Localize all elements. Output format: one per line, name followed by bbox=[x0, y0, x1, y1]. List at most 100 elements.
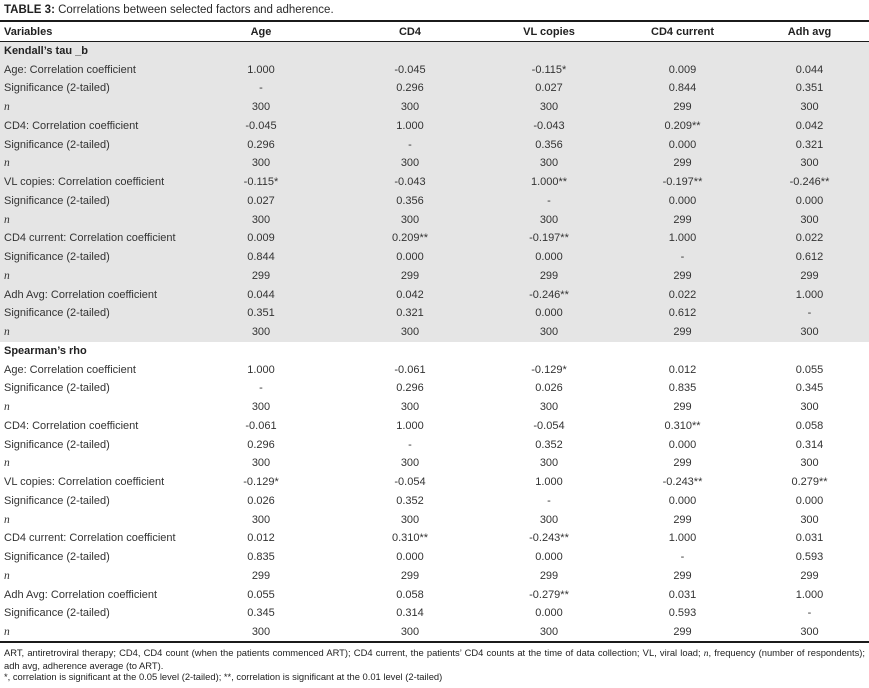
cell-value: 300 bbox=[400, 157, 420, 170]
table-row: Significance (2-tailed) 0.844 0.000 0.000 - 0… bbox=[0, 247, 869, 267]
footnote-abbreviations: ART, antiretroviral therapy; CD4, CD4 co… bbox=[4, 647, 865, 672]
cell-value: 0.000 bbox=[396, 251, 424, 264]
cell-value: 0.310** bbox=[664, 419, 701, 432]
cell-value: 0.593 bbox=[795, 551, 824, 564]
row-label: Significance (2-tailed) bbox=[4, 251, 110, 264]
row-label: CD4 current: Correlation coefficient bbox=[4, 232, 176, 245]
row-label: Significance (2-tailed) bbox=[4, 307, 110, 320]
cell-value: 300 bbox=[400, 625, 420, 638]
table-row: n 300 300 300 299 300 bbox=[0, 623, 869, 642]
cell-value: 300 bbox=[251, 625, 271, 638]
cell-value: 0.314 bbox=[795, 438, 824, 451]
cell-value: 0.042 bbox=[795, 119, 824, 132]
cell-value: 0.027 bbox=[535, 82, 563, 95]
cell-value: -0.246** bbox=[789, 176, 830, 189]
cell-value: 299 bbox=[400, 269, 420, 282]
cell-value: 299 bbox=[673, 401, 692, 414]
section-title: Kendall’s tau _b bbox=[4, 45, 88, 58]
cell-value: 299 bbox=[800, 269, 819, 282]
cell-value: 0.000 bbox=[668, 438, 697, 451]
cell-value: 300 bbox=[539, 326, 559, 339]
cell-value: 0.345 bbox=[247, 607, 275, 620]
cell-value: 1.000 bbox=[795, 288, 824, 301]
cell-value: 300 bbox=[400, 101, 420, 114]
cell-value: - bbox=[408, 438, 412, 451]
cell-value: 0.844 bbox=[668, 82, 697, 95]
row-label: Significance (2-tailed) bbox=[4, 138, 110, 151]
cell-value: 1.000 bbox=[247, 363, 275, 376]
cell-value: 0.835 bbox=[247, 551, 275, 564]
table-row: n 300 300 300 299 300 bbox=[0, 97, 869, 117]
cell-value: 0.009 bbox=[247, 232, 275, 245]
table-row: Significance (2-tailed) 0.026 0.352 - 0.000 0… bbox=[0, 492, 869, 511]
cell-value: -0.197** bbox=[662, 176, 703, 189]
table-row: Adh Avg: Correlation coefficient 0.055 0.0… bbox=[0, 585, 869, 604]
cell-value: 1.000 bbox=[668, 232, 697, 245]
cell-value: 300 bbox=[539, 625, 559, 638]
cell-value: 299 bbox=[673, 213, 692, 226]
cell-value: 300 bbox=[800, 513, 819, 526]
row-label: CD4: Correlation coefficient bbox=[4, 419, 139, 432]
row-label: VL copies: Correlation coefficient bbox=[4, 476, 165, 489]
cell-value: 300 bbox=[539, 213, 559, 226]
cell-value: 300 bbox=[251, 101, 271, 114]
cell-value: 0.345 bbox=[795, 382, 824, 395]
table-row: n 300 300 300 299 300 bbox=[0, 398, 869, 417]
table-row: Significance (2-tailed) 0.296 - 0.352 0.000 0… bbox=[0, 435, 869, 454]
footnote-significance: *, correlation is significant at the 0.0… bbox=[4, 671, 443, 683]
cell-value: -0.043 bbox=[394, 176, 426, 189]
row-label: Age: Correlation coefficient bbox=[4, 63, 136, 76]
table-row: Significance (2-tailed) - 0.296 0.027 0.844 0… bbox=[0, 79, 869, 98]
cell-value: 0.000 bbox=[795, 194, 824, 207]
cell-value: 299 bbox=[800, 569, 819, 582]
header-cell-variables: Variables bbox=[0, 21, 185, 42]
cell-value: 0.835 bbox=[668, 382, 697, 395]
row-label: n bbox=[4, 457, 10, 470]
cell-value: 299 bbox=[251, 569, 271, 582]
cell-value: 1.000 bbox=[247, 63, 275, 76]
cell-value: 0.612 bbox=[668, 307, 697, 320]
row-label: Significance (2-tailed) bbox=[4, 82, 110, 95]
table-row: n 300 300 300 299 300 bbox=[0, 454, 869, 473]
cell-value: 1.000 bbox=[396, 419, 424, 432]
section-header-row: Spearman’s rho bbox=[0, 342, 869, 361]
table-row: CD4: Correlation coefficient -0.061 1.000 -… bbox=[0, 417, 869, 436]
header-cell-cd4-current: CD4 current bbox=[615, 21, 750, 42]
row-label: Significance (2-tailed) bbox=[4, 382, 110, 395]
cell-value: 0.844 bbox=[247, 251, 275, 264]
cell-value: 0.351 bbox=[247, 307, 275, 320]
cell-value: 1.000** bbox=[530, 176, 568, 189]
cell-value: -0.045 bbox=[394, 63, 426, 76]
row-label: n bbox=[4, 569, 10, 582]
correlations-table: Variables Age CD4 VL copies CD4 current … bbox=[0, 20, 869, 643]
cell-value: -0.043 bbox=[533, 119, 565, 132]
table-row: VL copies: Correlation coefficient -0.129… bbox=[0, 473, 869, 492]
cell-value: 299 bbox=[673, 625, 692, 638]
cell-value: 0.352 bbox=[535, 438, 563, 451]
cell-value: -0.061 bbox=[394, 363, 426, 376]
cell-value: -0.246** bbox=[529, 288, 569, 301]
cell-value: 0.351 bbox=[795, 82, 824, 95]
table-row: VL copies: Correlation coefficient -0.115… bbox=[0, 172, 869, 192]
cell-value: -0.115* bbox=[243, 176, 279, 189]
cell-value: 299 bbox=[673, 569, 692, 582]
table-row: Significance (2-tailed) 0.835 0.000 0.000 - 0… bbox=[0, 548, 869, 567]
cell-value: 0.026 bbox=[247, 494, 275, 507]
cell-value: 300 bbox=[800, 457, 819, 470]
row-label: Adh Avg: Correlation coefficient bbox=[4, 288, 158, 301]
cell-value: 0.044 bbox=[247, 288, 275, 301]
table-row: n 300 300 300 299 300 bbox=[0, 322, 869, 342]
cell-value: 0.352 bbox=[396, 494, 424, 507]
cell-value: 300 bbox=[251, 157, 271, 170]
cell-value: 299 bbox=[539, 269, 559, 282]
cell-value: 0.296 bbox=[247, 438, 275, 451]
cell-value: 299 bbox=[673, 326, 692, 339]
cell-value: 299 bbox=[400, 569, 420, 582]
footnote-italic-n: n bbox=[703, 648, 709, 659]
table-footnotes: ART, antiretroviral therapy; CD4, CD4 co… bbox=[0, 643, 869, 683]
cell-value: 300 bbox=[539, 513, 559, 526]
cell-value: 0.000 bbox=[535, 551, 563, 564]
header-cell-age: Age bbox=[185, 21, 337, 42]
table-row: Age: Correlation coefficient 1.000 -0.061 -… bbox=[0, 360, 869, 379]
